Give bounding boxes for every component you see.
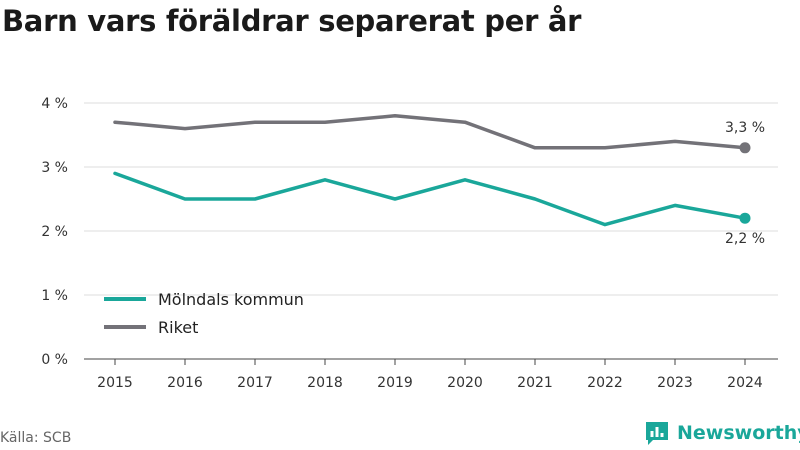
y-tick-label: 0 % [41, 352, 68, 368]
grid-lines [84, 102, 778, 360]
x-tick-label: 2021 [517, 375, 553, 391]
x-tick-label: 2019 [377, 375, 413, 391]
end-point-riket [739, 142, 751, 154]
end-value-label-riket: 3,3 % [725, 120, 765, 136]
x-tick-label: 2017 [237, 375, 273, 391]
x-axis-ticks: 2015 2016 2017 2018 2019 2020 2021 2022 2023 2024 [97, 359, 763, 391]
end-point-molndals-kommun [739, 212, 751, 224]
y-tick-label: 1 % [41, 288, 68, 304]
series-line-molndals-kommun [113, 171, 747, 227]
x-tick-label: 2018 [307, 375, 343, 391]
line-chart: 0 % 1 % 2 % 3 % 4 % 2015 2016 2017 2018 2019 2020… [41, 96, 778, 391]
chart-title: Barn vars föräldrar separerat per år [2, 4, 582, 38]
brand-logo: Newsworthy [644, 420, 800, 446]
x-tick-label: 2022 [587, 375, 623, 391]
end-value-label-molndals-kommun: 2,2 % [725, 231, 765, 247]
source-note: Källa: SCB [0, 430, 72, 446]
x-tick-label: 2016 [167, 375, 203, 391]
legend-label: Mölndals kommun [158, 290, 304, 309]
x-tick-label: 2023 [657, 375, 693, 391]
x-tick-label: 2020 [447, 375, 483, 391]
legend: Mölndals kommun Riket [104, 290, 304, 337]
series-line-riket [113, 114, 747, 150]
y-tick-label: 4 % [41, 96, 68, 112]
brand-name: Newsworthy [677, 422, 800, 444]
y-tick-label: 2 % [41, 224, 68, 240]
y-axis-tick-labels: 0 % 1 % 2 % 3 % 4 % [41, 96, 68, 368]
legend-label: Riket [158, 318, 198, 337]
x-tick-label: 2015 [97, 375, 133, 391]
y-tick-label: 3 % [41, 160, 68, 176]
newsworthy-logo-icon [646, 422, 668, 445]
series-lines: 2,2 % 3,3 % [113, 114, 765, 247]
x-tick-label: 2024 [727, 375, 763, 391]
